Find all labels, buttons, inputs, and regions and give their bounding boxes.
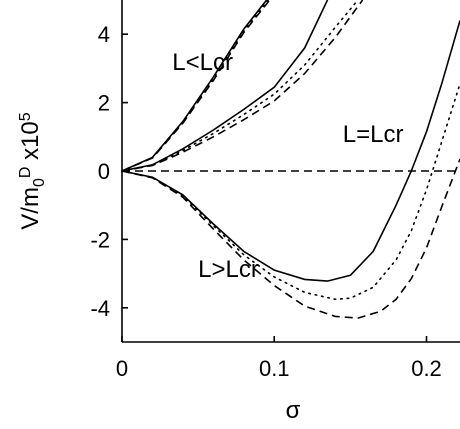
series-line-lltlcr-solid bbox=[121, 0, 268, 172]
y-axis-label-sup2: 5 bbox=[17, 112, 34, 121]
x-tick-label: 0.1 bbox=[259, 356, 290, 381]
series-line-lgtlcr-solid bbox=[121, 20, 460, 282]
y-tick-label: -2 bbox=[90, 227, 110, 252]
y-tick-label: 4 bbox=[98, 22, 110, 47]
series-line-leqlcr-dashed bbox=[121, 0, 364, 172]
x-tick-label: 0.2 bbox=[411, 356, 442, 381]
series-line-lgtlcr-dashed bbox=[121, 158, 460, 319]
plot-area: 0 0.1 0.2 -4 -2 0 2 4 L<Lcr L=Lcr L>Lcr bbox=[90, 0, 460, 381]
series-line-lgtlcr-dotted bbox=[121, 83, 460, 301]
y-tick-label: 2 bbox=[98, 91, 110, 116]
y-axis-label-sup1: D bbox=[17, 167, 34, 179]
y-axis-label-base: V/m bbox=[17, 187, 44, 230]
tick-group: 0 0.1 0.2 -4 -2 0 2 4 bbox=[90, 22, 441, 381]
y-axis-label-sub: 0 bbox=[31, 178, 48, 187]
series-group bbox=[121, 0, 460, 319]
curve-group-label: L>Lcr bbox=[198, 256, 259, 283]
curve-group-label: L=Lcr bbox=[343, 121, 404, 148]
curve-group-label: L<Lcr bbox=[172, 49, 233, 76]
series-line-leqlcr-dotted bbox=[121, 0, 359, 172]
y-tick-label: 0 bbox=[98, 159, 110, 184]
x-tick-label: 0 bbox=[116, 356, 128, 381]
series-line-leqlcr-solid bbox=[121, 0, 329, 172]
y-axis-label: V/m0D x105 bbox=[17, 112, 48, 230]
annotation-group: L<Lcr L=Lcr L>Lcr bbox=[172, 49, 403, 283]
y-axis-label-mid: x10 bbox=[17, 121, 44, 166]
series-line-lltlcr-dotted bbox=[121, 0, 270, 172]
y-tick-label: -4 bbox=[90, 296, 110, 321]
x-axis-label: σ bbox=[286, 397, 301, 424]
